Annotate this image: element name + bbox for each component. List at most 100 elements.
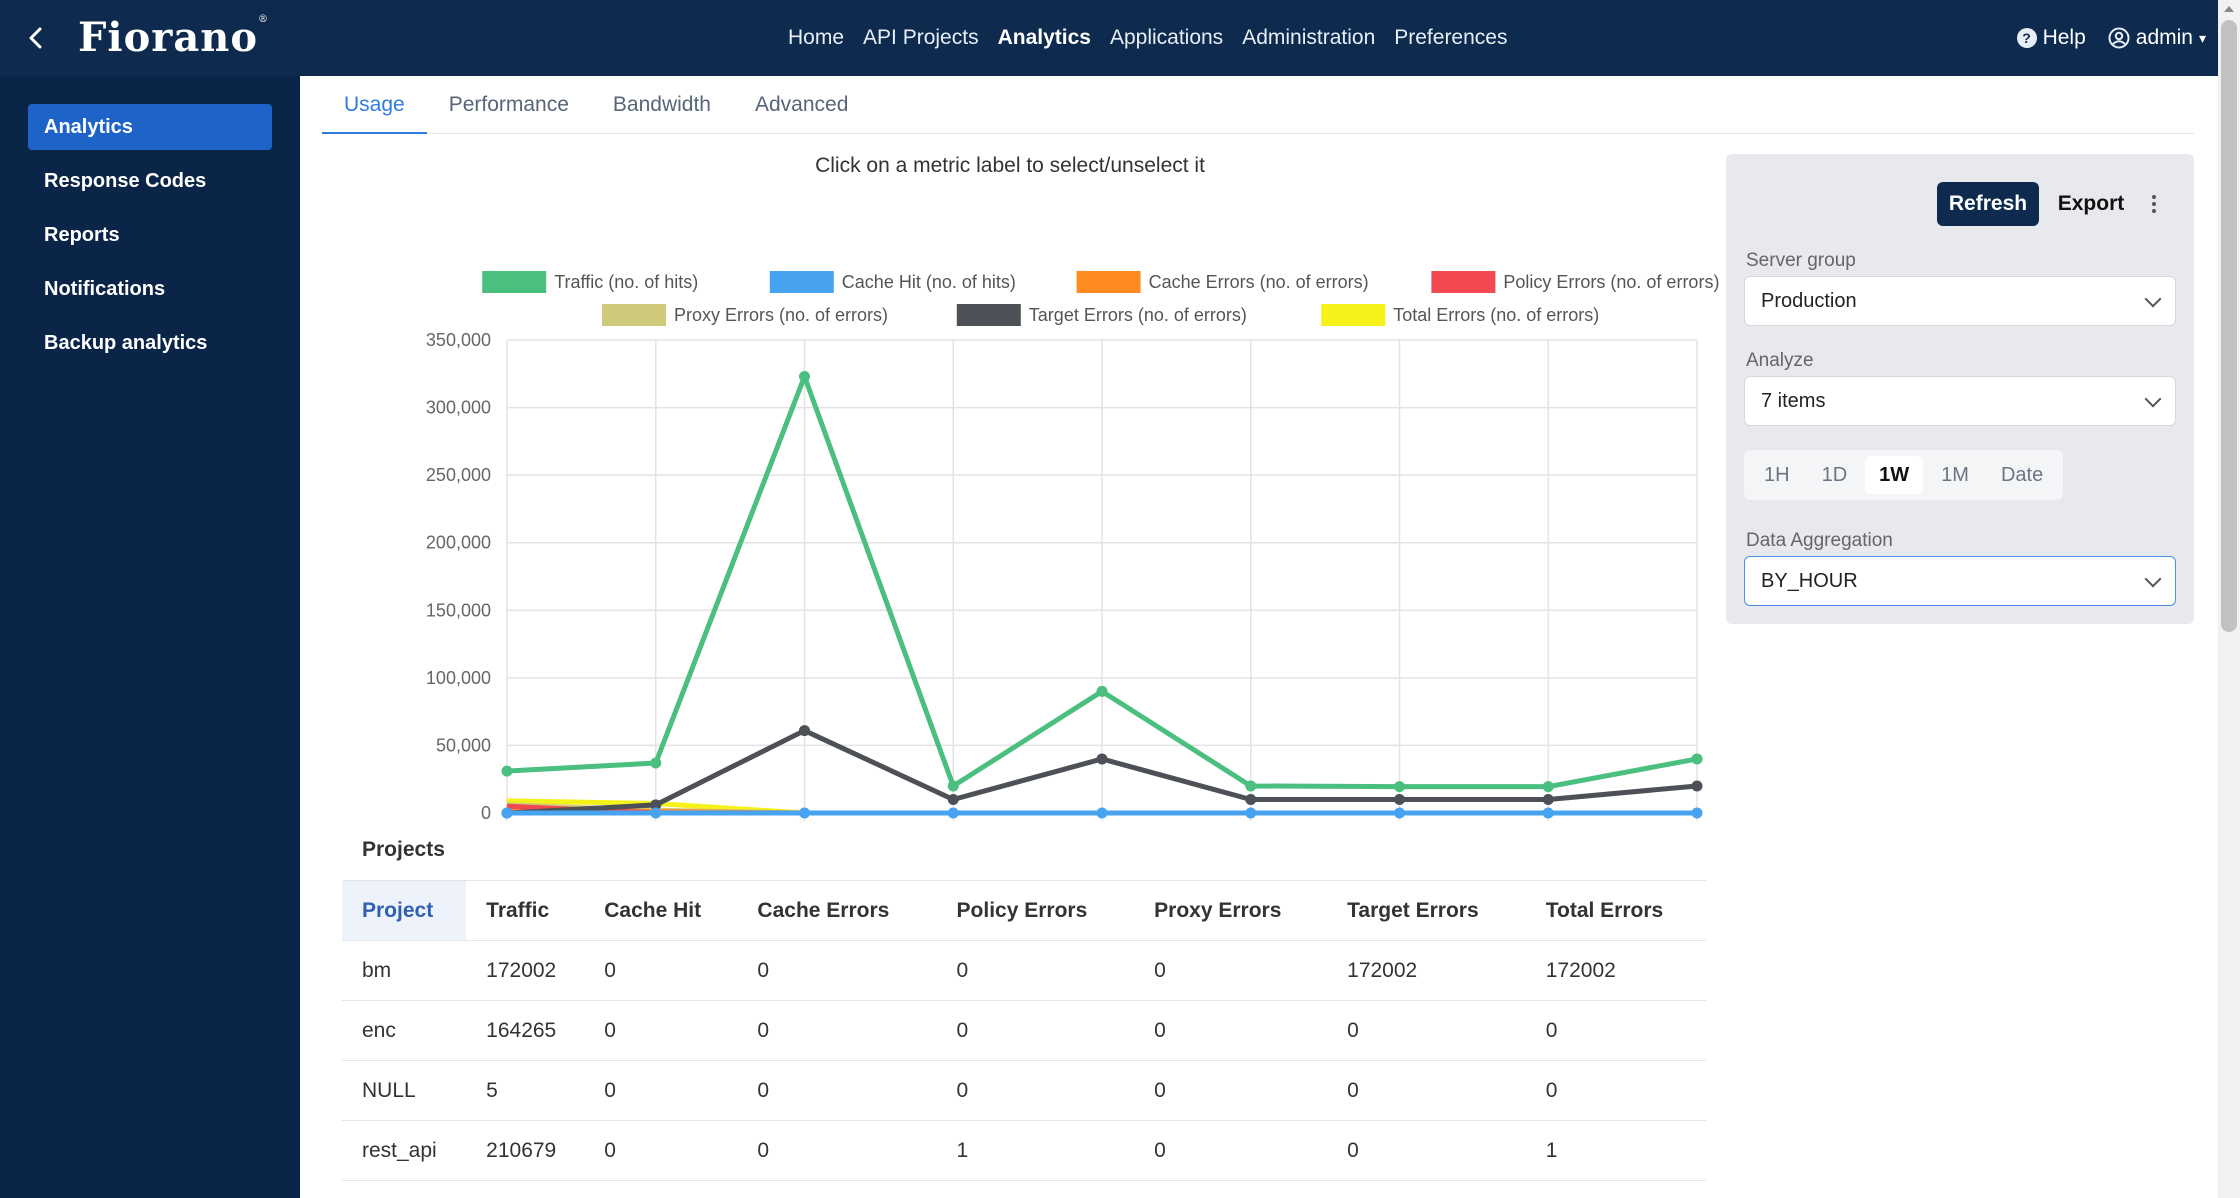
legend-item-total-errors-no-of-errors[interactable]: Total Errors (no. of errors): [1321, 304, 1599, 326]
more-options-icon[interactable]: [2142, 184, 2166, 224]
table-row: rest_api 210679 0 0 1 0 0 1: [342, 1120, 1706, 1181]
fiorano-logo[interactable]: Fiorano®: [78, 14, 269, 61]
legend-swatch: [602, 304, 666, 326]
legend-item-policy-errors-no-of-errors[interactable]: Policy Errors (no. of errors): [1431, 271, 1719, 293]
page-scrollbar[interactable]: [2218, 0, 2240, 1198]
refresh-button[interactable]: Refresh: [1937, 182, 2039, 226]
x-tick-label: 27/02/2025 16:00:00: [1383, 843, 1549, 844]
table-header-row: Project Traffic Cache Hit Cache Errors Polic…: [342, 880, 1706, 941]
series-traffic-no-of-hits: [501, 370, 1703, 793]
cell-cache-errors: 0: [737, 1000, 937, 1061]
caret-down-icon: ▾: [2198, 29, 2206, 46]
y-tick-label: 100,000: [426, 668, 491, 688]
legend-label: Cache Hit (no. of hits): [842, 272, 1016, 292]
data-point: [1245, 807, 1257, 819]
column-header-cache-hit[interactable]: Cache Hit: [584, 880, 738, 941]
tab-advanced[interactable]: Advanced: [755, 93, 849, 116]
nav-api-projects[interactable]: API Projects: [863, 26, 979, 49]
nav-home[interactable]: Home: [788, 26, 845, 49]
range-date-button[interactable]: Date: [2000, 464, 2044, 486]
column-header-target-errors[interactable]: Target Errors: [1327, 880, 1526, 941]
column-header-project[interactable]: Project: [342, 880, 467, 941]
column-header-cache-errors[interactable]: Cache Errors: [737, 880, 937, 941]
cell-proxy-errors: 0: [1134, 940, 1328, 1001]
range-1h-button[interactable]: 1H: [1764, 464, 1790, 486]
legend-label: Traffic (no. of hits): [554, 272, 698, 292]
cell-policy-errors: 0: [936, 1060, 1135, 1121]
top-navigation: Home API Projects Analytics Applications Adm…: [788, 0, 1507, 76]
nav-preferences[interactable]: Preferences: [1394, 26, 1508, 49]
data-point: [1691, 780, 1703, 792]
data-point: [947, 780, 959, 792]
projects-table: Project Traffic Cache Hit Cache Errors Polic…: [342, 880, 1706, 1181]
x-tick-label: 26/02/2025 15:00:00: [490, 843, 656, 844]
range-1d-button[interactable]: 1D: [1821, 464, 1848, 486]
cell-project: NULL: [342, 1060, 467, 1121]
cell-cache-hit: 0: [584, 1120, 738, 1181]
scroll-up-arrow-icon[interactable]: [2224, 6, 2234, 12]
data-point: [799, 370, 810, 382]
cell-cache-errors: 0: [737, 940, 937, 1001]
data-point: [1096, 753, 1108, 765]
tab-bandwidth[interactable]: Bandwidth: [612, 93, 711, 116]
cell-target-errors: 0: [1327, 1120, 1526, 1181]
x-tick-label: 27/02/2025 17:00:00: [1532, 843, 1698, 844]
data-point: [799, 807, 810, 819]
sidebar-item-notifications[interactable]: Notifications: [44, 278, 166, 300]
data-point: [947, 793, 959, 805]
data-point: [1394, 807, 1405, 819]
filter-panel: Refresh Export Server group Production A…: [1726, 154, 2194, 624]
user-menu[interactable]: admin ▾: [2108, 26, 2206, 50]
nav-analytics[interactable]: Analytics: [997, 26, 1091, 49]
sidebar: Analytics Response Codes Reports Notificati…: [0, 76, 300, 1198]
help-label: Help: [2042, 26, 2086, 49]
nav-applications[interactable]: Applications: [1109, 26, 1224, 49]
legend-item-proxy-errors-no-of-errors[interactable]: Proxy Errors (no. of errors): [602, 304, 888, 326]
cell-project: rest_api: [342, 1120, 467, 1181]
data-point: [1394, 793, 1405, 805]
question-circle-icon: ?: [2016, 28, 2037, 48]
sidebar-item-analytics[interactable]: Analytics: [28, 104, 272, 150]
cell-target-errors: 0: [1327, 1000, 1526, 1061]
column-header-policy-errors[interactable]: Policy Errors: [936, 880, 1135, 941]
cell-target-errors: 172002: [1327, 940, 1526, 1001]
range-1m-button[interactable]: 1M: [1941, 464, 1969, 486]
legend-item-cache-errors-no-of-errors[interactable]: Cache Errors (no. of errors): [1076, 271, 1369, 293]
legend-label: Total Errors (no. of errors): [1393, 305, 1599, 325]
range-1w-button[interactable]: 1W: [1865, 456, 1924, 494]
cell-traffic: 172002: [466, 940, 585, 1001]
data-point: [1245, 793, 1257, 805]
back-button[interactable]: [16, 18, 56, 58]
series-cache-hit-no-of-hits: [501, 807, 1703, 819]
nav-administration[interactable]: Administration: [1242, 26, 1376, 49]
cell-cache-errors: 0: [737, 1060, 937, 1121]
legend-swatch: [482, 271, 547, 293]
column-header-total-errors[interactable]: Total Errors: [1525, 880, 1706, 941]
help-link[interactable]: ? Help: [2016, 26, 2086, 50]
cell-target-errors: 0: [1327, 1060, 1526, 1121]
server-group-select[interactable]: Production: [1744, 276, 2176, 326]
sidebar-item-response-codes[interactable]: Response Codes: [44, 170, 207, 192]
y-tick-label: 250,000: [426, 465, 491, 485]
column-header-traffic[interactable]: Traffic: [466, 880, 585, 941]
data-point: [1691, 753, 1703, 765]
cell-cache-hit: 0: [584, 1060, 738, 1121]
legend-item-target-errors-no-of-errors[interactable]: Target Errors (no. of errors): [956, 304, 1247, 326]
legend-item-traffic-no-of-hits[interactable]: Traffic (no. of hits): [482, 271, 698, 293]
data-point: [1096, 685, 1108, 697]
cell-total-errors: 0: [1525, 1060, 1706, 1121]
x-tick-label: 26/02/2025 16:00:00: [639, 843, 805, 844]
sidebar-item-reports[interactable]: Reports: [44, 224, 120, 246]
data-aggregation-select[interactable]: BY_HOUR: [1744, 556, 2176, 606]
export-button[interactable]: Export: [2052, 182, 2130, 226]
legend-swatch: [1076, 271, 1141, 293]
tab-performance[interactable]: Performance: [448, 93, 569, 116]
chevron-down-icon: [2144, 570, 2162, 588]
tab-usage[interactable]: Usage: [322, 76, 427, 134]
column-header-proxy-errors[interactable]: Proxy Errors: [1134, 880, 1328, 941]
legend-item-cache-hit-no-of-hits[interactable]: Cache Hit (no. of hits): [769, 271, 1016, 293]
sidebar-item-backup-analytics[interactable]: Backup analytics: [44, 332, 208, 354]
scroll-thumb[interactable]: [2221, 20, 2237, 632]
table-row: NULL 5 0 0 0 0 0 0: [342, 1060, 1706, 1121]
analyze-select[interactable]: 7 items: [1744, 376, 2176, 426]
